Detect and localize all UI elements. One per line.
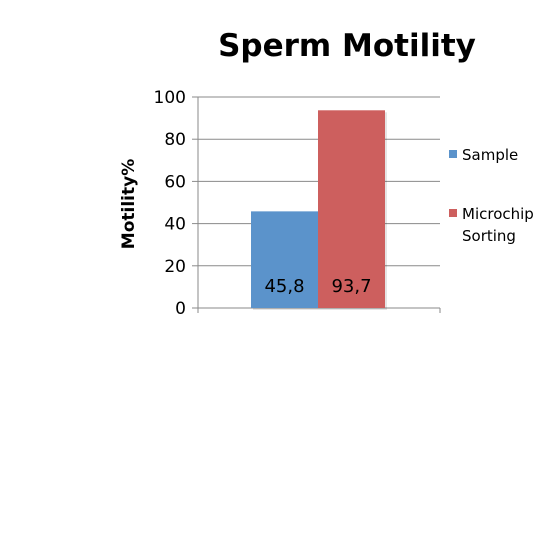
bars	[251, 110, 387, 310]
y-tick-label: 20	[164, 257, 186, 277]
legend-label: Microchip Sorting	[462, 205, 534, 245]
y-tick-label: 0	[175, 299, 186, 319]
y-tick-label: 80	[164, 130, 186, 150]
legend-label-line: Sorting	[462, 227, 516, 245]
y-tick-label: 40	[164, 215, 186, 235]
y-tick-label: 60	[164, 172, 186, 192]
legend-label: Sample	[462, 146, 518, 164]
bar	[318, 110, 385, 308]
y-tick-label: 100	[154, 88, 186, 108]
chart-title: Sperm Motility	[218, 28, 476, 64]
data-labels: 45,8 93,7	[264, 276, 371, 297]
legend-label-line: Sample	[462, 146, 518, 164]
y-axis-label: Motility%	[119, 159, 139, 249]
data-label: 45,8	[264, 276, 304, 297]
legend-label-line: Microchip	[462, 205, 534, 223]
y-axis-ticks: 0 20 40 60 80 100	[154, 88, 186, 319]
legend: Sample Microchip Sorting	[449, 146, 534, 245]
data-label: 93,7	[331, 276, 371, 297]
bar	[251, 211, 318, 308]
legend-swatch	[449, 150, 457, 158]
legend-swatch	[449, 209, 457, 217]
